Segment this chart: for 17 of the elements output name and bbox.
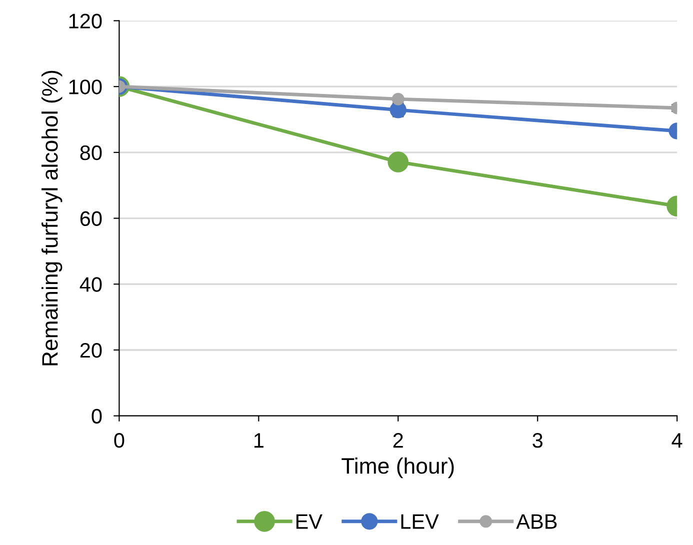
y-tick-label: 80 [80,145,102,160]
x-tick-label: 0 [114,433,124,448]
y-tick-label: 120 [69,14,102,28]
x-tick-label: 2 [393,433,403,448]
legend-label: LEV [401,514,439,529]
legend-label: EV [296,514,322,529]
x-tick-label: 1 [254,433,264,448]
x-axis-title: Time (hour) [342,457,454,478]
y-tick-label: 100 [69,80,102,94]
y-axis-title: Remaining furfuryl alcohol (%) [42,70,62,366]
legend-label: ABB [516,514,557,529]
y-tick-label: 20 [80,342,102,358]
y-tick-label: 0 [92,408,102,424]
x-tick-label: 3 [532,433,542,448]
y-tick-label: 40 [80,277,102,292]
x-tick-label: 4 [672,433,682,448]
y-tick-label: 60 [80,211,102,226]
